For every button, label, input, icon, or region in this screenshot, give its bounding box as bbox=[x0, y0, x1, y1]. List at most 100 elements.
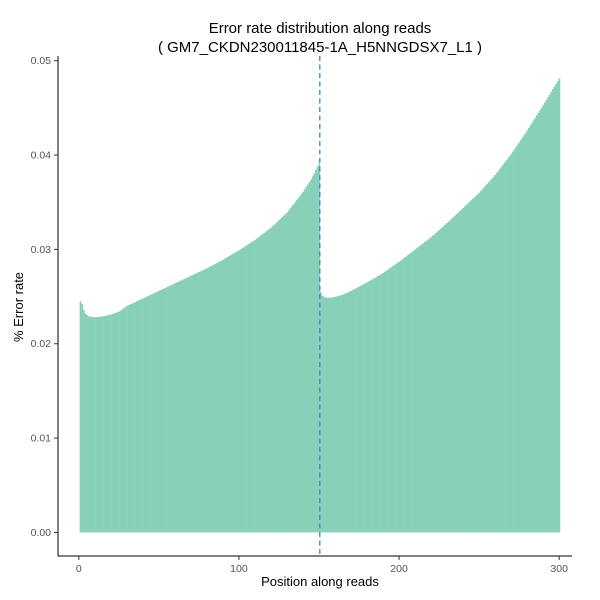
bar-position-64 bbox=[180, 280, 183, 533]
bar-position-236 bbox=[455, 213, 458, 533]
bar-position-61 bbox=[175, 282, 178, 533]
bar-position-154 bbox=[324, 297, 327, 533]
bar-position-8 bbox=[90, 316, 93, 533]
bar-position-259 bbox=[492, 176, 495, 533]
bar-position-280 bbox=[526, 130, 529, 533]
bar-position-41 bbox=[143, 297, 146, 533]
bar-position-102 bbox=[241, 248, 244, 533]
bar-position-151 bbox=[319, 291, 322, 533]
bar-position-152 bbox=[321, 295, 324, 533]
bar-position-55 bbox=[166, 287, 168, 533]
bar-position-109 bbox=[252, 241, 255, 533]
bar-position-3 bbox=[82, 309, 85, 533]
bar-position-207 bbox=[409, 253, 412, 533]
bar-position-78 bbox=[202, 269, 205, 533]
bar-position-278 bbox=[523, 135, 526, 533]
bar-position-242 bbox=[465, 204, 468, 533]
bar-position-181 bbox=[367, 281, 370, 533]
bar-position-286 bbox=[535, 115, 538, 533]
bar-position-16 bbox=[103, 316, 106, 533]
bar-position-99 bbox=[236, 251, 239, 533]
bar-position-295 bbox=[550, 91, 553, 533]
bar-position-153 bbox=[323, 296, 325, 533]
bar-position-2 bbox=[81, 304, 84, 533]
bar-position-82 bbox=[209, 266, 212, 533]
bar-position-120 bbox=[270, 227, 273, 533]
bar-position-283 bbox=[531, 122, 534, 533]
bar-position-257 bbox=[489, 180, 492, 533]
bar-position-159 bbox=[332, 297, 335, 533]
bar-position-56 bbox=[167, 286, 170, 533]
bar-position-233 bbox=[451, 218, 454, 533]
bar-position-211 bbox=[415, 248, 418, 533]
bar-position-20 bbox=[110, 314, 112, 533]
bar-position-204 bbox=[404, 256, 407, 533]
bar-position-273 bbox=[515, 147, 518, 533]
bar-position-113 bbox=[258, 236, 261, 533]
bar-position-208 bbox=[411, 251, 413, 533]
bar-position-198 bbox=[395, 263, 397, 533]
bar-position-1 bbox=[79, 301, 82, 533]
bar-position-296 bbox=[551, 89, 554, 533]
bar-position-164 bbox=[340, 295, 343, 533]
bar-position-300 bbox=[558, 78, 561, 533]
bar-position-281 bbox=[527, 127, 530, 533]
bar-position-162 bbox=[337, 295, 340, 533]
bar-position-267 bbox=[505, 160, 508, 533]
bar-position-28 bbox=[122, 308, 125, 533]
bar-position-34 bbox=[132, 302, 135, 533]
bar-position-43 bbox=[146, 296, 149, 533]
bar-position-187 bbox=[377, 275, 380, 533]
bar-position-84 bbox=[212, 264, 215, 533]
bar-position-47 bbox=[153, 293, 156, 533]
bar-position-161 bbox=[335, 296, 338, 533]
bar-position-284 bbox=[532, 120, 535, 533]
bar-position-13 bbox=[98, 316, 101, 533]
y-tick-label: 0.01 bbox=[31, 433, 52, 445]
bar-position-243 bbox=[467, 203, 470, 533]
bar-position-172 bbox=[353, 289, 356, 533]
bar-position-206 bbox=[407, 254, 410, 533]
bar-position-134 bbox=[292, 204, 295, 533]
bar-position-59 bbox=[172, 284, 175, 533]
bar-position-49 bbox=[156, 291, 159, 533]
bar-position-202 bbox=[401, 259, 404, 533]
bar-position-65 bbox=[182, 279, 184, 533]
bar-position-98 bbox=[234, 252, 237, 533]
bar-position-271 bbox=[511, 151, 514, 533]
bar-position-90 bbox=[222, 259, 225, 533]
bar-position-108 bbox=[250, 242, 253, 533]
bar-position-160 bbox=[334, 296, 337, 533]
bar-position-167 bbox=[345, 293, 348, 533]
bar-position-58 bbox=[170, 284, 173, 533]
bar-position-129 bbox=[284, 214, 287, 533]
bar-position-276 bbox=[519, 139, 522, 533]
bar-position-253 bbox=[483, 187, 486, 533]
bar-position-112 bbox=[257, 237, 260, 533]
bar-position-24 bbox=[116, 312, 119, 533]
bar-position-54 bbox=[164, 287, 167, 533]
bar-position-183 bbox=[371, 279, 373, 533]
bar-position-275 bbox=[518, 142, 521, 533]
bar-position-258 bbox=[491, 178, 494, 533]
bar-position-173 bbox=[355, 288, 357, 533]
bar-position-139 bbox=[300, 193, 303, 533]
bar-position-155 bbox=[326, 297, 329, 533]
bar-position-51 bbox=[159, 290, 162, 533]
bar-position-287 bbox=[537, 112, 540, 533]
y-tick-label: 0.02 bbox=[31, 338, 52, 350]
bar-position-193 bbox=[387, 269, 389, 533]
bar-position-254 bbox=[484, 185, 487, 533]
bar-position-235 bbox=[454, 215, 457, 533]
bar-position-221 bbox=[431, 235, 434, 533]
bar-position-103 bbox=[242, 247, 245, 533]
bar-position-171 bbox=[351, 290, 354, 533]
bar-position-269 bbox=[508, 156, 511, 533]
bar-position-5 bbox=[86, 314, 88, 533]
bar-position-17 bbox=[105, 315, 108, 533]
bar-position-97 bbox=[233, 253, 236, 533]
bar-position-62 bbox=[177, 281, 180, 533]
bar-position-42 bbox=[145, 296, 148, 533]
bar-position-69 bbox=[188, 276, 191, 533]
bar-position-247 bbox=[473, 197, 476, 533]
